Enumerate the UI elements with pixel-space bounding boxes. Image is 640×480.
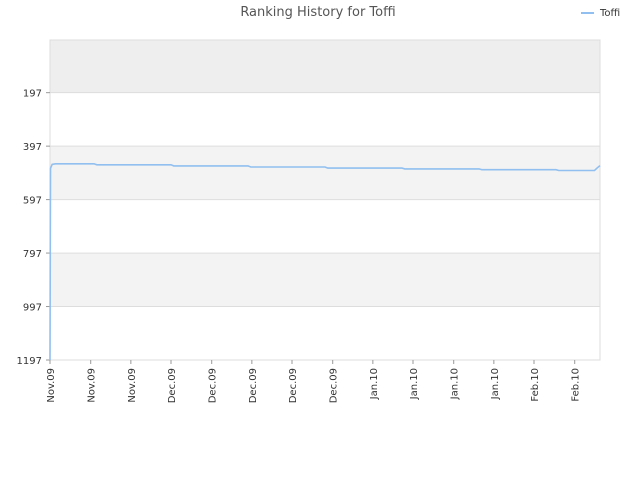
plot-band	[50, 253, 600, 307]
x-axis-ticks: Nov.09 Nov.09 Nov.09 Dec.09 Dec.09 Dec.09 Dec.…	[46, 360, 582, 403]
plot-band	[50, 40, 600, 93]
plot-band	[50, 306, 600, 360]
y-tick-label: 197	[23, 89, 42, 100]
y-tick-label: 1197	[17, 356, 42, 367]
y-tick-label: 397	[23, 142, 42, 153]
x-tick-label: Feb.10	[571, 368, 582, 402]
y-tick-label: 797	[23, 249, 42, 260]
x-tick-label: Nov.09	[87, 368, 98, 403]
x-tick-label: Dec.09	[208, 368, 219, 403]
series-lines	[49, 163, 601, 361]
x-tick-label: Jan.10	[369, 368, 380, 400]
x-tick-label: Dec.09	[288, 368, 299, 403]
x-tick-label: Jan.10	[409, 368, 420, 400]
x-tick-label: Jan.10	[490, 368, 501, 400]
x-tick-label: Feb.10	[530, 368, 541, 402]
x-tick-label: Nov.09	[127, 368, 138, 403]
x-tick-label: Jan.10	[450, 368, 461, 400]
y-tick-label: 997	[23, 303, 42, 314]
series-line-toffi	[49, 163, 601, 361]
x-tick-label: Nov.09	[46, 368, 57, 403]
x-tick-label: Dec.09	[248, 368, 259, 403]
legend-label-toffi[interactable]: Toffi	[599, 8, 620, 19]
chart-title: Ranking History for Toffi	[240, 5, 395, 20]
plot-band	[50, 199, 600, 254]
plot-band	[50, 92, 600, 147]
plot-band	[50, 146, 600, 200]
plot-bands	[50, 40, 600, 360]
x-tick-label: Dec.09	[329, 368, 340, 403]
y-axis-ticks: 197 397 597 797 997 1197	[17, 89, 50, 367]
legend[interactable]: Toffi	[581, 8, 620, 19]
x-tick-label: Dec.09	[167, 368, 178, 403]
y-tick-label: 597	[23, 196, 42, 207]
